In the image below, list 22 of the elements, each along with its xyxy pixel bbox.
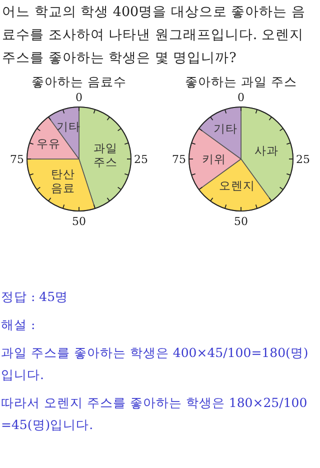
text: 50 [72, 215, 86, 228]
slice-label: 탄산 음료 [51, 166, 76, 195]
slice-label: 키위 [202, 152, 226, 166]
slice-label: 오렌지 [218, 178, 255, 193]
text: 정답 : 45명 [1, 288, 70, 306]
text: 어느 학교의 학생 400명을 대상으로 좋아하는 음료수를 조사하여 나타낸 원그래프입니다. 오렌지 주스를 좋아하는 학생은 몇 명입니까? [1, 3, 307, 68]
chart-title: 좋아하는 음료수 [32, 74, 126, 89]
text: 0 [238, 91, 244, 104]
chart-title: 좋아하는 과일 주스 [185, 74, 297, 89]
slice-label: 사과 [254, 144, 279, 158]
text: 해설 : [1, 316, 36, 334]
slice-label: 기타 [213, 121, 238, 136]
text: 0 [76, 91, 82, 104]
text: 50 [234, 215, 248, 228]
text: 75 [172, 153, 186, 166]
slice-label: 과일 주스 [94, 140, 118, 169]
slice-label: 우유 [36, 136, 60, 150]
text: 25 [134, 153, 148, 166]
text: 25 [296, 153, 310, 166]
text: 따라서 오렌지 주스를 좋아하는 학생은 180×25/100 =45(명)입니다. [1, 394, 308, 434]
text: 75 [10, 153, 24, 166]
text: 과일 주스를 좋아하는 학생은 400×45/100=180(명)입니다. [1, 344, 310, 384]
